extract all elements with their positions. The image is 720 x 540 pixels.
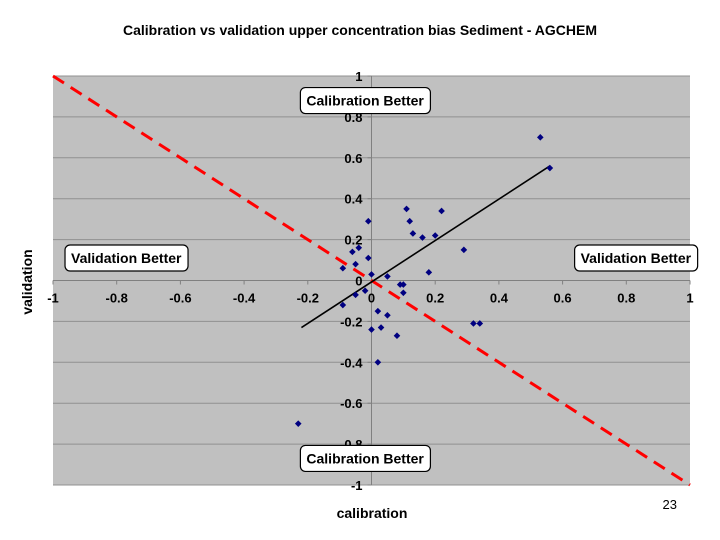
- annotation-box: Validation Better: [574, 244, 699, 272]
- annotation-box: Validation Better: [64, 244, 189, 272]
- annotation-frame: [299, 444, 432, 473]
- x-tick-label: -0.6: [169, 291, 191, 306]
- annotation-text: Calibration Better: [306, 93, 424, 109]
- y-tick-label: -0.4: [340, 355, 363, 370]
- x-tick-label: 0.8: [617, 291, 635, 306]
- data-point: [406, 217, 414, 225]
- data-point: [368, 326, 375, 333]
- annotation-frame: [574, 244, 699, 272]
- chart-title: Calibration vs validation upper concentr…: [123, 22, 597, 38]
- data-point: [431, 232, 439, 239]
- x-axis-label: calibration: [337, 505, 408, 521]
- data-point: [470, 320, 477, 327]
- data-point: [365, 217, 372, 225]
- y-tick-label: 0.6: [344, 151, 362, 166]
- data-point: [400, 281, 407, 288]
- annotation-box: Calibration Better: [299, 86, 432, 115]
- data-point: [339, 264, 347, 272]
- data-point: [393, 332, 401, 340]
- data-point: [352, 291, 359, 299]
- data-point: [425, 269, 433, 276]
- data-point: [403, 205, 410, 213]
- y-tick-label: 0.2: [344, 233, 362, 248]
- data-point: [546, 164, 554, 172]
- data-point: [339, 301, 347, 309]
- data-point: [361, 287, 369, 295]
- reference-line: [52, 74, 691, 487]
- trend-line: [300, 165, 551, 329]
- data-point: [419, 234, 426, 241]
- data-point: [438, 207, 445, 215]
- data-point: [365, 254, 372, 262]
- x-tick-label: -1: [47, 291, 59, 306]
- data-point: [374, 359, 382, 366]
- y-tick-label: 0: [355, 274, 362, 289]
- data-point: [460, 246, 468, 254]
- y-axis-label: validation: [19, 249, 35, 314]
- x-tick-label: -0.8: [105, 291, 127, 306]
- data-point: [537, 134, 544, 141]
- x-tick-label: 0.4: [490, 291, 509, 306]
- data-point: [400, 289, 407, 297]
- annotation-text: Validation Better: [581, 250, 692, 266]
- data-point: [294, 420, 302, 427]
- y-tick-label: 1: [355, 69, 362, 84]
- x-tick-label: -0.2: [297, 291, 319, 306]
- data-point: [384, 273, 391, 280]
- annotation-box: Calibration Better: [299, 444, 432, 473]
- y-tick-label: 0.4: [344, 192, 363, 207]
- annotation-frame: [299, 86, 432, 115]
- x-tick-label: 0: [368, 291, 375, 306]
- data-point: [352, 260, 359, 268]
- data-point: [374, 307, 382, 315]
- x-tick-label: -0.4: [233, 291, 256, 306]
- x-tick-label: 1: [686, 291, 693, 306]
- x-tick-label: 0.2: [426, 291, 444, 306]
- data-point: [349, 248, 356, 256]
- data-point: [377, 324, 385, 331]
- data-point: [409, 230, 417, 237]
- page-number: 23: [662, 497, 677, 512]
- annotation-frame: [64, 244, 189, 272]
- y-tick-label: -0.6: [340, 396, 362, 411]
- annotation-text: Calibration Better: [306, 450, 424, 466]
- data-point: [368, 271, 375, 278]
- y-tick-label: -1: [351, 478, 363, 493]
- data-point: [476, 320, 484, 327]
- data-point: [384, 311, 391, 319]
- annotation-text: Validation Better: [71, 250, 182, 266]
- x-tick-label: 0.6: [554, 291, 572, 306]
- y-tick-label: -0.2: [340, 314, 362, 329]
- data-point: [355, 244, 363, 252]
